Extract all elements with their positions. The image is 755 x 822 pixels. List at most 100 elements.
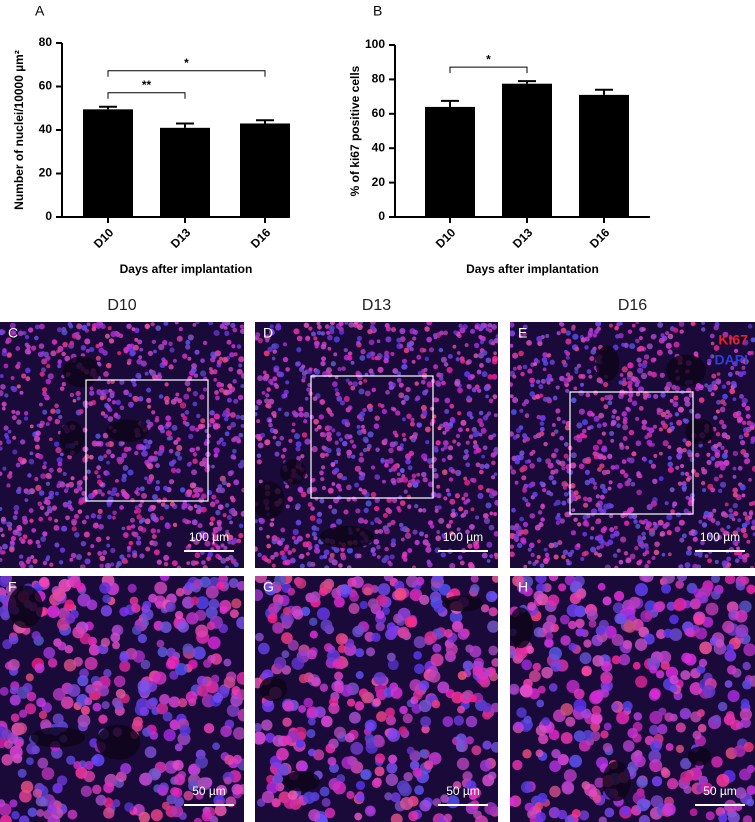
cell	[34, 336, 39, 341]
bar	[502, 84, 552, 217]
cell	[466, 716, 477, 727]
cell	[538, 384, 543, 389]
cell	[449, 477, 453, 481]
cell	[116, 689, 126, 699]
cell	[491, 341, 495, 345]
cell	[484, 463, 489, 468]
cell	[583, 503, 588, 508]
cell	[231, 344, 235, 348]
bar	[579, 95, 629, 217]
cell	[629, 597, 641, 609]
cell	[150, 370, 156, 376]
cell	[519, 517, 524, 522]
cell	[582, 532, 587, 537]
cell	[597, 439, 602, 444]
cell	[358, 388, 364, 394]
cell	[659, 476, 664, 481]
cell	[227, 389, 232, 394]
cell	[651, 372, 657, 378]
cell	[257, 459, 262, 464]
cell	[679, 520, 685, 526]
cell	[425, 440, 429, 444]
cell	[399, 783, 412, 796]
y-tick-label: 100	[365, 37, 385, 51]
cell	[293, 529, 299, 535]
cell	[295, 503, 301, 509]
cell	[371, 633, 380, 642]
cell	[195, 756, 208, 769]
cell	[404, 490, 408, 494]
cell	[334, 336, 340, 342]
cell	[516, 707, 526, 717]
cell	[434, 446, 438, 450]
cell	[380, 404, 384, 408]
cell	[112, 511, 117, 516]
cell	[681, 653, 691, 663]
cell	[706, 460, 711, 465]
cell	[302, 432, 307, 437]
cell	[441, 381, 446, 386]
cell	[363, 519, 368, 524]
cell	[674, 342, 680, 348]
cell	[76, 583, 85, 592]
cell	[60, 547, 65, 552]
cell	[601, 673, 612, 684]
cell	[106, 536, 110, 540]
cell	[693, 537, 698, 542]
cell	[272, 622, 284, 634]
cell	[634, 546, 638, 550]
cell	[63, 502, 69, 508]
cell	[639, 406, 644, 411]
cell	[600, 397, 604, 401]
cell	[2, 729, 12, 739]
cell	[560, 615, 570, 625]
cell	[262, 375, 268, 381]
cell	[442, 469, 448, 475]
cell	[15, 346, 20, 351]
dark-region	[63, 356, 100, 387]
cell	[358, 518, 364, 524]
cell	[68, 684, 81, 697]
cell	[346, 791, 354, 799]
cell	[341, 476, 345, 480]
cell	[631, 451, 636, 456]
cell	[162, 802, 170, 810]
cell	[298, 412, 303, 417]
cell	[640, 544, 644, 548]
cell	[37, 758, 48, 769]
cell	[701, 469, 707, 475]
cell	[604, 808, 614, 818]
cell	[74, 332, 78, 336]
cell	[619, 380, 623, 384]
cell	[383, 513, 388, 518]
cell	[592, 705, 602, 715]
cell	[92, 754, 105, 767]
cell	[282, 448, 286, 452]
cell	[460, 420, 466, 426]
cell	[224, 320, 230, 326]
cell	[716, 380, 721, 385]
cell	[513, 525, 518, 530]
cell	[645, 546, 649, 550]
cell	[16, 525, 22, 531]
cell	[315, 527, 319, 531]
cell	[488, 667, 496, 675]
cell	[193, 391, 198, 396]
cell	[38, 352, 44, 358]
cell	[486, 591, 497, 602]
cell	[371, 356, 375, 360]
cell	[320, 787, 330, 797]
cell	[171, 805, 183, 817]
cell	[154, 582, 167, 595]
cell	[74, 514, 79, 519]
cell	[96, 465, 101, 470]
cell	[225, 557, 229, 561]
cell	[375, 766, 385, 776]
cell	[324, 549, 330, 555]
cell	[665, 415, 669, 419]
cell	[102, 595, 111, 604]
cell	[127, 546, 131, 550]
cell	[523, 365, 528, 370]
cell	[701, 481, 705, 485]
cell	[508, 465, 513, 470]
